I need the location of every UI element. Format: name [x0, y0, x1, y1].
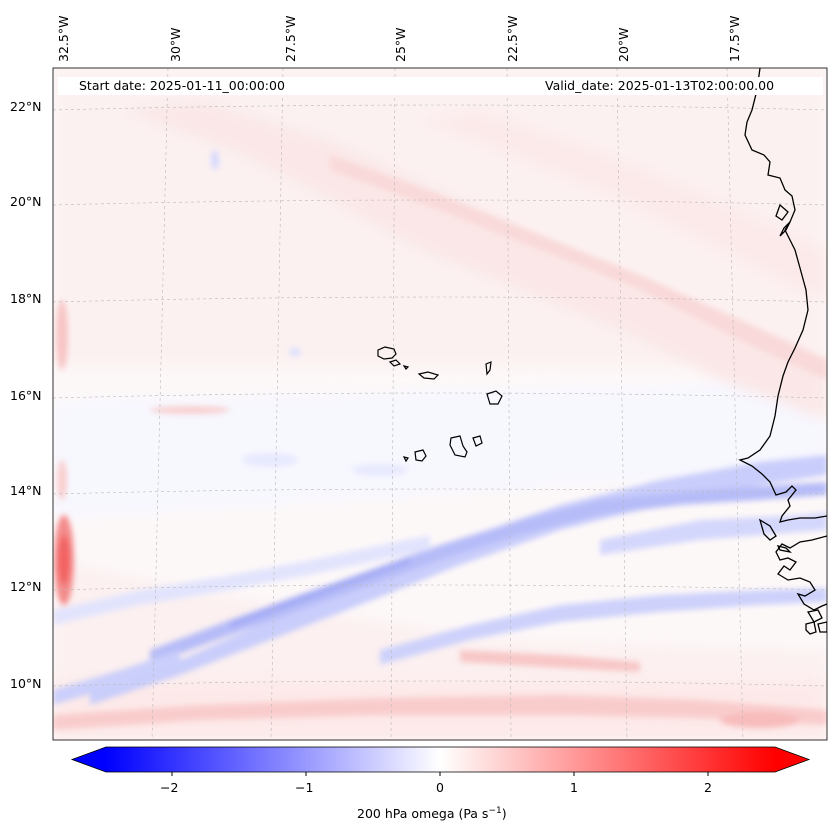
colorbar-body [106, 747, 775, 772]
lat-label: 22°N [10, 99, 42, 114]
colorbar-tick-label: −2 [160, 780, 179, 795]
lat-label: 10°N [10, 676, 42, 691]
header-band [58, 77, 823, 95]
lat-label: 12°N [10, 579, 42, 594]
colorbar-tick-label: 1 [570, 780, 578, 795]
lat-label: 14°N [10, 483, 42, 498]
omega-negative-bands [53, 150, 827, 705]
colorbar-title-sup: −1 [488, 806, 502, 816]
colorbar-title-close: ) [501, 806, 507, 822]
map-frame [52, 67, 828, 741]
lat-label: 18°N [10, 291, 42, 306]
colorbar-title: 200 hPa omega (Pa s−1) [357, 806, 507, 821]
colorbar-extend-max [775, 747, 809, 772]
colorbar-tick-label: −1 [295, 780, 314, 795]
colorbar-tick-label: 2 [704, 780, 712, 795]
graticule [53, 68, 827, 740]
lat-label: 20°N [10, 194, 42, 209]
island-outlines [377, 346, 503, 463]
colorbar-title-main: 200 hPa omega (Pa s [357, 806, 489, 822]
coastline [738, 68, 827, 635]
valid-date-label: Valid_date: 2025-01-13T02:00:00.00 [545, 78, 775, 93]
lat-label: 16°N [10, 388, 42, 403]
omega-positive-bands [53, 155, 827, 730]
colorbar [70, 746, 811, 776]
colorbar-extend-min [72, 747, 106, 772]
start-date-label: Start date: 2025-01-11_00:00:00 [79, 78, 285, 93]
colorbar-tick-label: 0 [436, 780, 444, 795]
